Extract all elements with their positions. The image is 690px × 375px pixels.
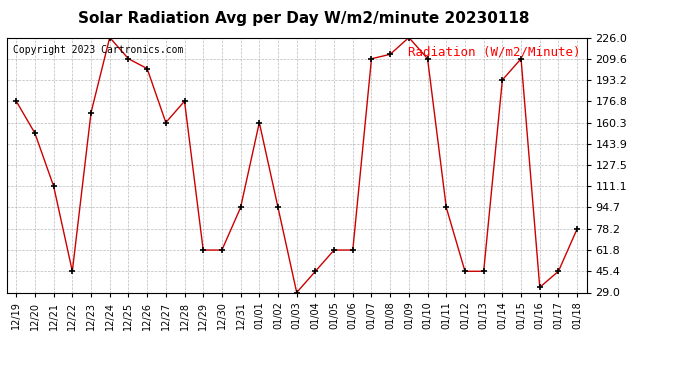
Text: Radiation (W/m2/Minute): Radiation (W/m2/Minute) bbox=[408, 45, 581, 58]
Text: Copyright 2023 Cartronics.com: Copyright 2023 Cartronics.com bbox=[12, 45, 183, 55]
Text: Solar Radiation Avg per Day W/m2/minute 20230118: Solar Radiation Avg per Day W/m2/minute … bbox=[78, 11, 529, 26]
